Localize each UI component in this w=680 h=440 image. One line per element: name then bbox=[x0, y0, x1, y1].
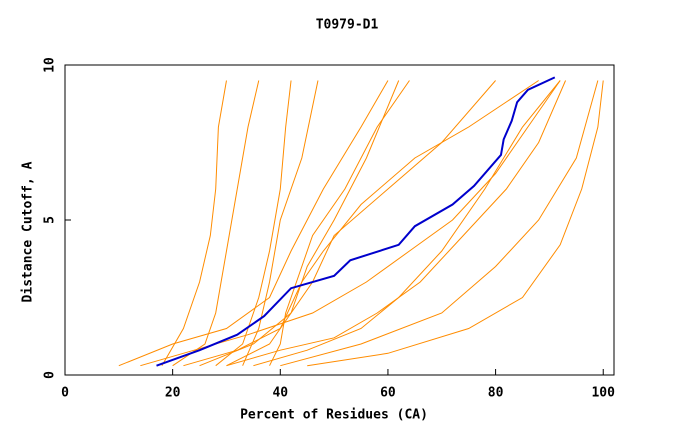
y-tick-label: 10 bbox=[43, 57, 58, 73]
y-tick-label: 5 bbox=[43, 216, 58, 224]
x-axis-label: Percent of Residues (CA) bbox=[240, 408, 428, 423]
series-line bbox=[253, 80, 561, 367]
series-line bbox=[307, 80, 604, 367]
x-tick-label: 0 bbox=[61, 386, 69, 401]
x-tick-label: 80 bbox=[488, 386, 504, 401]
series-line bbox=[226, 80, 567, 367]
series-line bbox=[118, 80, 389, 367]
series-line bbox=[215, 80, 292, 367]
y-tick-label: 0 bbox=[43, 371, 58, 379]
series-line bbox=[172, 80, 260, 367]
series-line bbox=[140, 80, 561, 367]
series-line bbox=[242, 80, 319, 366]
series-line bbox=[156, 76, 556, 367]
y-axis-label: Distance Cutoff, A bbox=[21, 161, 36, 302]
x-tick-label: 60 bbox=[380, 386, 396, 401]
x-tick-label: 20 bbox=[165, 386, 181, 401]
series-line bbox=[269, 80, 410, 366]
series-line bbox=[280, 80, 599, 367]
series-line bbox=[226, 80, 400, 367]
chart-title: T0979-D1 bbox=[316, 18, 379, 33]
plot-frame bbox=[64, 64, 615, 376]
x-tick-label: 40 bbox=[272, 386, 288, 401]
series-line bbox=[199, 80, 496, 367]
series-line bbox=[161, 80, 227, 366]
series-line bbox=[183, 80, 539, 367]
x-tick-label: 100 bbox=[591, 386, 615, 401]
